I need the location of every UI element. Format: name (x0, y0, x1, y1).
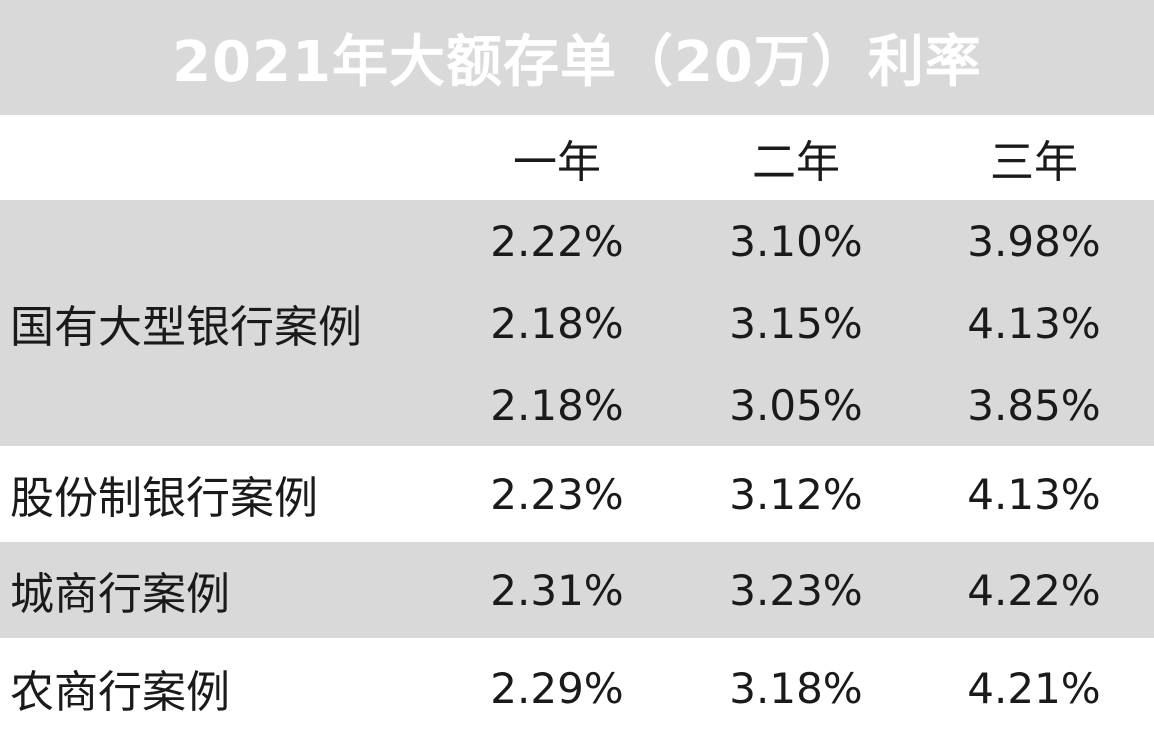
rate-cell: 3.10% (729, 216, 863, 266)
data-row: 2.29% 3.18% 4.21% (0, 638, 1154, 738)
data-row: 2.18% 3.05% 3.85% (0, 364, 1154, 446)
row-group: 2.31% 3.23% 4.22% 城商行案例 (0, 542, 1154, 638)
data-row: 2.31% 3.23% 4.22% (0, 542, 1154, 638)
title: 2021年大额存单（20万）利率 (0, 0, 1154, 115)
row-label: 国有大型银行案例 (10, 302, 362, 353)
rate-cell: 2.22% (490, 216, 624, 266)
column-header: 三年 (990, 136, 1078, 188)
header-row: 一年 二年 三年 (0, 115, 1154, 200)
rate-cell: 3.12% (729, 469, 863, 519)
row-group: 2.23% 3.12% 4.13% 股份制银行案例 (0, 446, 1154, 542)
rate-cell: 3.23% (729, 565, 863, 615)
rate-cell: 3.85% (967, 380, 1101, 430)
rate-cell: 4.13% (967, 469, 1101, 519)
row-label: 股份制银行案例 (10, 473, 318, 524)
rate-cell: 3.05% (729, 380, 863, 430)
row-group: 2.22% 3.10% 3.98% 2.18% 3.15% 4.13% 2.18% 3.05%… (0, 200, 1154, 446)
row-label: 城商行案例 (10, 569, 230, 620)
rate-cell: 4.21% (967, 663, 1101, 713)
rate-cell: 2.23% (490, 469, 624, 519)
rate-cell: 3.18% (729, 663, 863, 713)
data-row: 2.23% 3.12% 4.13% (0, 446, 1154, 542)
row-group: 2.29% 3.18% 4.21% 农商行案例 (0, 638, 1154, 738)
rate-cell: 3.98% (967, 216, 1101, 266)
rate-cell: 3.15% (729, 298, 863, 348)
rate-cell: 2.18% (490, 380, 624, 430)
rate-cell: 4.22% (967, 565, 1101, 615)
column-header: 二年 (752, 136, 840, 188)
data-row: 2.22% 3.10% 3.98% (0, 200, 1154, 282)
rate-cell: 2.29% (490, 663, 624, 713)
data-row: 2.18% 3.15% 4.13% (0, 282, 1154, 364)
column-header: 一年 (513, 136, 601, 188)
rate-cell: 2.18% (490, 298, 624, 348)
rate-cell: 4.13% (967, 298, 1101, 348)
row-label: 农商行案例 (10, 667, 230, 718)
rate-cell: 2.31% (490, 565, 624, 615)
